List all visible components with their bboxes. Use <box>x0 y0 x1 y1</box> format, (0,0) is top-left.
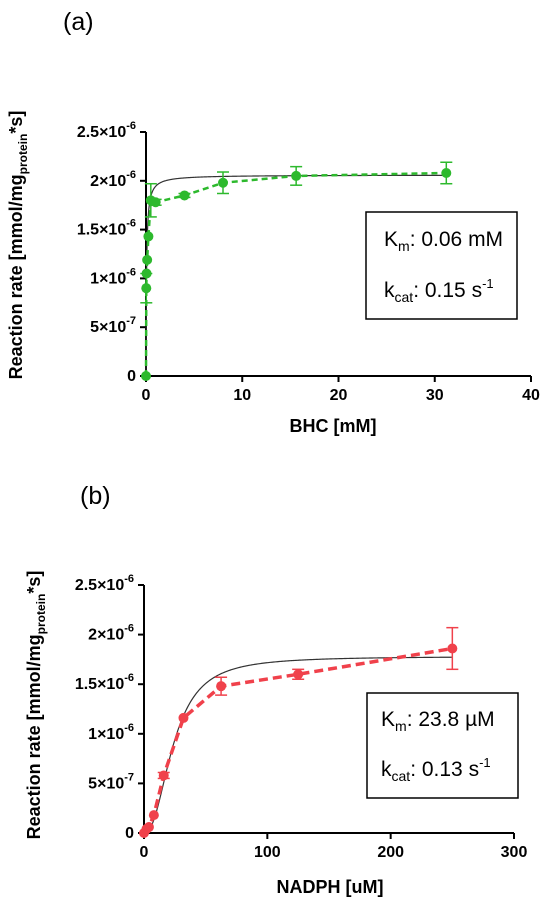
panel-a-x-tick-label: 30 <box>426 387 444 404</box>
panel-a-y-tick-label: 1×10-6 <box>90 266 136 287</box>
panel-b-y-tick-label: 5×10-7 <box>88 771 134 792</box>
panel-b-x-tick-label: 200 <box>377 844 404 861</box>
panel-b-y-axis-title: Reaction rate [mmol/mgprotein*s] <box>24 571 48 840</box>
panel-a-km-text: Km: 0.06 mM <box>384 228 503 254</box>
panel-b-y-tick-label: 2×10-6 <box>88 623 134 644</box>
panel-b-y-title-sub: protein <box>34 594 48 635</box>
panel-b-data-point <box>143 822 154 833</box>
panel-a-data-point <box>141 268 152 279</box>
panel-a: (a) Reaction rate [mmol/mgprotein*s] BHC… <box>6 8 540 436</box>
panel-b-x-tick-label: 100 <box>254 844 281 861</box>
panel-b-km-text: Km: 23.8 µM <box>381 708 495 734</box>
panel-b-kinetics-box: Km: 23.8 µM kcat: 0.13 s-1 <box>366 692 519 799</box>
panel-a-ticks: 0 10 20 30 40 0 5×10-7 1×10-6 1.5×10-6 2×10-6 2.5×… <box>77 120 540 404</box>
panel-a-data-point <box>291 170 302 181</box>
panel-a-data-point <box>142 254 153 265</box>
panel-a-y-tick-label: 2×10-6 <box>90 169 136 190</box>
panel-b-y-title-main: Reaction rate [mmol/mg <box>24 634 44 839</box>
panel-a-y-axis-title: Reaction rate [mmol/mgprotein*s] <box>6 111 30 380</box>
panel-b-kinetics-box-frame <box>366 692 519 799</box>
panel-a-data-point <box>141 283 152 294</box>
panel-b-data-point <box>148 810 159 821</box>
panel-a-x-tick-label: 10 <box>233 387 251 404</box>
panel-a-y-tick-label: 5×10-7 <box>90 315 136 336</box>
panel-b: (b) Reaction rate [mmol/mgprotein*s] NAD… <box>24 482 527 897</box>
panel-b-data-point <box>158 770 169 781</box>
panel-a-y-tick-label: 1.5×10-6 <box>77 218 136 239</box>
panel-a-data-point <box>179 190 190 201</box>
panel-a-x-tick-label: 20 <box>330 387 348 404</box>
panel-b-data-point <box>447 643 458 654</box>
panel-b-kcat-text: kcat: 0.13 s-1 <box>381 755 491 784</box>
panel-a-x-axis-title: BHC [mM] <box>290 416 377 436</box>
panel-a-data-point <box>143 231 154 242</box>
panel-a-data-point <box>441 167 452 178</box>
panel-b-y-tick-label: 1.5×10-6 <box>75 672 134 693</box>
panel-a-y-title-end: *s] <box>6 111 26 134</box>
panel-b-y-tick-label: 1×10-6 <box>88 722 134 743</box>
panel-a-data-point <box>150 197 161 208</box>
panel-a-x-tick-label: 40 <box>522 387 540 404</box>
panel-a-y-title-main: Reaction rate [mmol/mg <box>6 174 26 379</box>
panel-b-data-point <box>178 712 189 723</box>
panel-b-axes <box>143 585 514 834</box>
panel-a-kinetics-box: Km: 0.06 mM kcat: 0.15 s-1 <box>365 211 518 320</box>
panel-a-data-point <box>218 177 228 188</box>
panel-a-data-point <box>141 371 151 381</box>
panel-b-x-tick-label: 300 <box>501 844 528 861</box>
panel-b-data-points <box>139 626 459 838</box>
panel-b-ticks: 0 100 200 300 0 5×10-7 1×10-6 1.5×10-6 2×10-6 2.5… <box>75 573 528 861</box>
panel-b-label: (b) <box>80 482 111 510</box>
panel-b-data-point <box>216 681 227 692</box>
panel-a-y-tick-label: 2.5×10-6 <box>77 120 136 141</box>
panel-b-x-tick-label: 0 <box>140 844 149 861</box>
panel-b-y-tick-label: 2.5×10-6 <box>75 573 134 594</box>
panel-a-data-points <box>140 161 453 381</box>
panel-a-y-tick-label: 0 <box>127 368 136 385</box>
panel-a-kinetics-box-frame <box>365 211 518 320</box>
panel-a-x-tick-label: 0 <box>142 387 151 404</box>
panel-b-y-tick-label: 0 <box>125 825 134 842</box>
panel-a-y-title-sub: protein <box>16 134 30 175</box>
panel-b-x-axis-title: NADPH [uM] <box>277 877 384 897</box>
panel-b-data-point <box>293 669 304 680</box>
panel-a-kcat-text: kcat: 0.15 s-1 <box>384 276 494 305</box>
panel-b-y-title-end: *s] <box>24 571 44 594</box>
panel-a-label: (a) <box>63 8 94 36</box>
